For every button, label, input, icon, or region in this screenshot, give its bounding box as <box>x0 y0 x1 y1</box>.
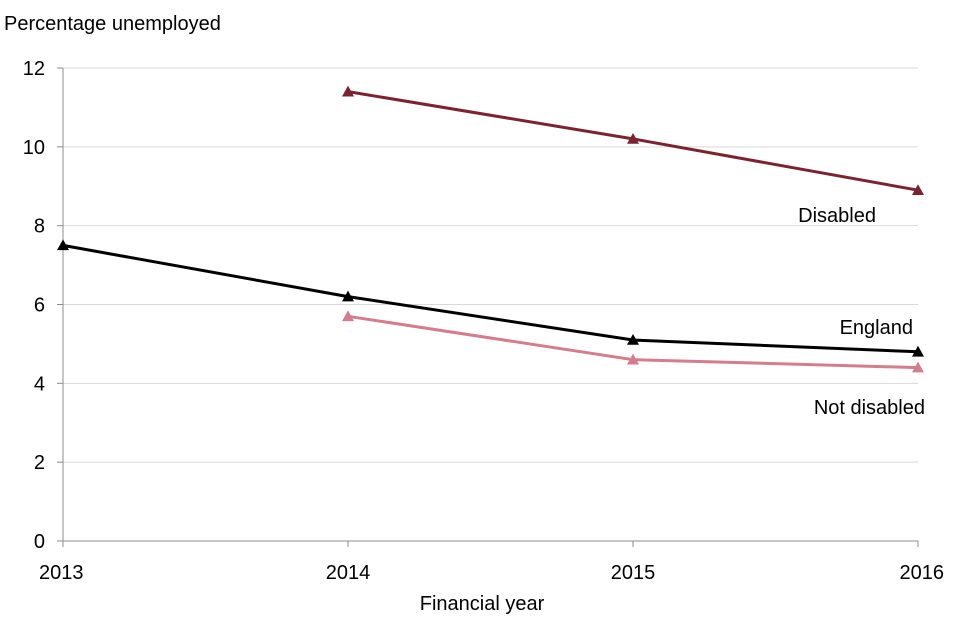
y-axis-title: Percentage unemployed <box>4 13 221 35</box>
data-point-marker <box>57 239 69 251</box>
data-point-marker <box>342 310 354 322</box>
data-point-marker <box>627 333 639 345</box>
data-point-marker <box>342 85 354 97</box>
y-tick-label: 0 <box>34 531 45 553</box>
x-tick-label: 2016 <box>900 562 945 584</box>
y-tick-label: 8 <box>34 216 45 238</box>
data-point-marker <box>342 290 354 302</box>
y-tick-label: 4 <box>34 373 45 395</box>
y-tick-label: 12 <box>23 58 45 80</box>
y-tick-label: 2 <box>34 452 45 474</box>
series-label-not-disabled: Not disabled <box>814 397 925 419</box>
gridlines <box>63 67 918 463</box>
y-tick-label: 6 <box>34 295 45 317</box>
series-lines <box>62 90 919 370</box>
x-tick-label: 2014 <box>326 562 371 584</box>
axes: 0 2 4 6 8 10 12 2013 2014 2015 2016 <box>23 58 944 584</box>
x-tick-label: 2013 <box>39 562 84 584</box>
data-point-marker <box>912 184 924 195</box>
series-labels: Disabled England Not disabled <box>798 205 925 419</box>
y-tick-label: 10 <box>23 137 45 159</box>
series-label-england: England <box>840 317 913 339</box>
data-point-marker <box>627 353 639 365</box>
data-point-marker <box>627 132 639 144</box>
data-point-marker <box>912 345 924 357</box>
x-tick-label: 2015 <box>611 562 656 584</box>
x-axis-title: Financial year <box>420 593 545 615</box>
data-point-marker <box>912 361 924 373</box>
series-line-england <box>62 243 919 354</box>
series-label-disabled: Disabled <box>798 205 876 227</box>
series-markers <box>57 85 924 373</box>
